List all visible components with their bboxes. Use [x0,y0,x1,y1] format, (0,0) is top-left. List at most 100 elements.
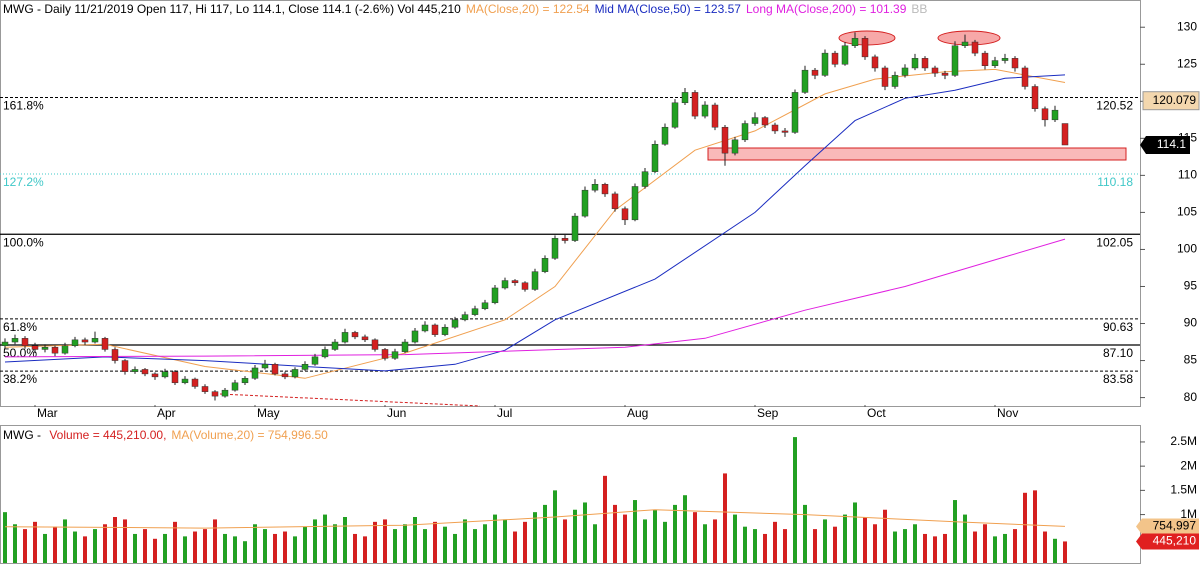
candle-body [501,280,509,289]
candle-body [921,58,929,69]
volume-bar [423,529,427,563]
last-price-label: 114.1 [1157,137,1186,151]
candle-body [341,332,349,343]
volume-bar [733,514,737,563]
y-tick-label: 95 [1184,279,1198,293]
candle-body [1031,86,1039,109]
y-tick-label: 85 [1184,353,1198,367]
volume-bar [373,521,377,563]
top-highlight [937,30,1001,46]
candle-body [881,67,889,87]
volume-bar [583,502,587,563]
candle-body [641,171,649,187]
candle-body [901,67,909,76]
header-part: Mid MA(Close,50) = 123.57 [595,2,742,16]
volume-bar [53,526,57,563]
candle-body [861,38,869,58]
volume-bar [403,524,407,563]
volume-bar [103,524,107,563]
volume-bar [143,529,147,563]
candle-body [801,69,809,93]
volume-bar [1023,492,1027,563]
volume-bar [123,519,127,563]
price-marker [1142,91,1200,111]
volume-bar [523,521,527,563]
x-tick-label: May [257,406,280,420]
volume-marker [1136,533,1199,550]
candle-body [611,193,619,209]
volume-bar [1003,533,1007,563]
volume-bar [313,519,317,563]
volume-bar [653,509,657,563]
volume-bar [133,533,137,563]
fib-name: 38.2% [3,372,37,386]
volume-bar [603,475,607,563]
volume-bar [323,514,327,563]
volume-bar [953,500,957,563]
volume-bar [893,531,897,563]
candle-body [381,349,389,359]
candle-body [1001,58,1009,61]
fib-value: 120.52 [1096,99,1133,113]
candle-body [871,56,879,69]
volume-header: MWG - Volume = 445,210.00, MA(Volume,20) … [3,428,328,442]
fib-name: 61.8% [3,320,37,334]
volume-bar [183,536,187,563]
fib-name: 100.0% [3,235,44,249]
price-marker-label: 120.079 [1153,93,1197,107]
candle-body [251,367,259,379]
volume-bar [413,517,417,563]
candle-body [171,371,179,384]
candle-body [1061,123,1069,146]
volume-bar [483,524,487,563]
volume-bar [23,529,27,563]
volume-bar [573,509,577,563]
y-tick-label: 80 [1184,390,1198,404]
candle-body [471,308,479,315]
y-tick-label: 1M [1180,507,1197,521]
candle-body [1,341,9,346]
candle-body [301,364,309,370]
candle-body [451,319,459,328]
volume-bar [563,519,567,563]
candle-body [621,208,629,221]
x-tick-label: Oct [867,406,886,420]
candle-body [281,373,289,378]
volume-bar [233,536,237,563]
header-part: MA(Volume,20) = 754,996.50 [171,428,328,442]
candle-body [821,52,829,76]
fib-value: 110.18 [1097,175,1133,189]
candle-body [631,186,639,221]
candle-body [311,356,319,365]
fib-name: 161.8% [3,99,44,113]
candle-body [781,130,789,133]
candle-body [391,351,399,359]
header-part: BB [911,2,927,16]
volume-bar [593,524,597,563]
candle-body [851,38,859,46]
candle-body [651,144,659,172]
candle-body [291,369,299,378]
candle-body [431,324,439,335]
candle-body [211,391,219,397]
volume-bar [873,524,877,563]
y-tick-label: 2.5M [1170,434,1197,448]
volume-bar [293,536,297,563]
volume-marker-label: 445,210 [1153,534,1197,548]
volume-bar [93,529,97,563]
candle-body [561,238,569,241]
candle-body [461,314,469,321]
volume-bar [193,531,197,563]
volume-bar [833,526,837,563]
fib-value: 102.05 [1096,235,1133,249]
volume-bar [823,519,827,563]
x-tick-label: Nov [997,406,1018,420]
volume-bar [433,521,437,563]
candle-body [91,338,99,343]
volume-bar [863,517,867,563]
header-part: MWG - [3,428,44,442]
candle-body [411,330,419,343]
volume-bar [883,509,887,563]
volume-bar [923,533,927,563]
